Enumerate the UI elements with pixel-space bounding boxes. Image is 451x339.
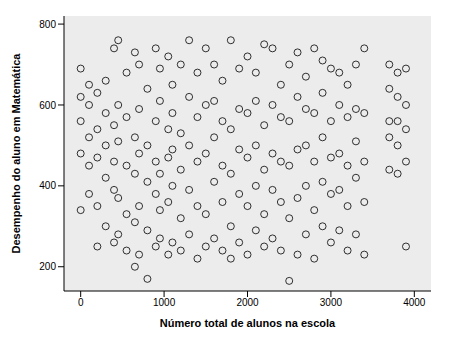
svg-text:600: 600	[39, 100, 56, 111]
svg-text:400: 400	[39, 180, 56, 191]
svg-text:1000: 1000	[153, 297, 176, 308]
svg-text:4000: 4000	[403, 297, 426, 308]
svg-text:Desempenho do aluno em Matemát: Desempenho do aluno em Matemática	[10, 53, 22, 254]
svg-text:0: 0	[78, 297, 84, 308]
svg-text:200: 200	[39, 261, 56, 272]
svg-text:2000: 2000	[236, 297, 259, 308]
svg-text:Número total de alunos na esco: Número total de alunos na escola	[160, 317, 336, 329]
svg-text:800: 800	[39, 19, 56, 30]
svg-text:3000: 3000	[320, 297, 343, 308]
